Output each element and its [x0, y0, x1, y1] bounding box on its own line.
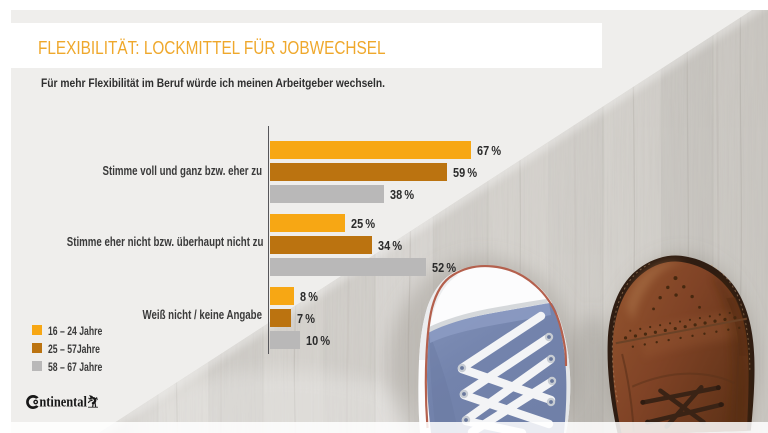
svg-text:ntinental: ntinental [39, 393, 87, 410]
